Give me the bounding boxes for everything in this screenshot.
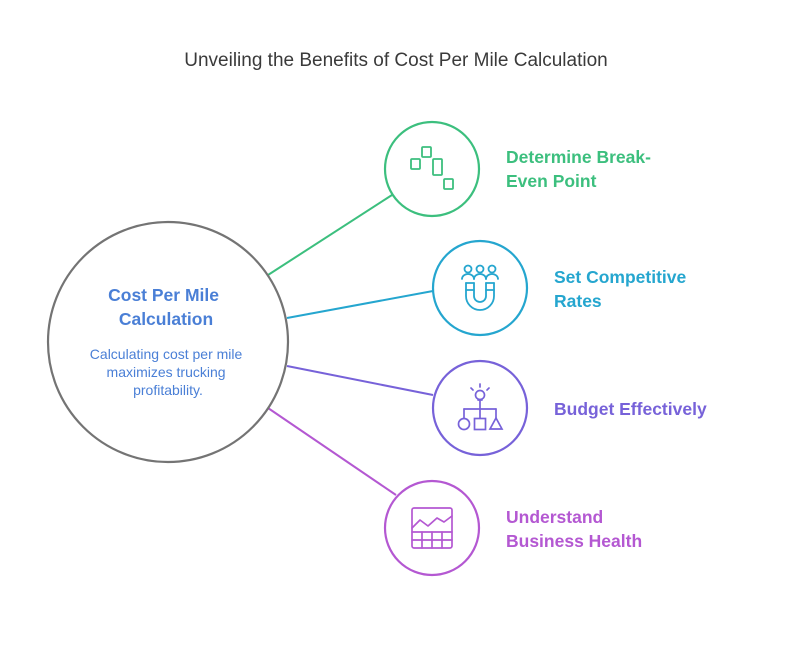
- line-chart-grid-icon: [411, 507, 453, 549]
- item-budget: Budget Effectively: [431, 359, 707, 457]
- item-competitive-rates: Set Competitive Rates: [431, 239, 691, 337]
- connectors: [267, 194, 434, 496]
- item-business-health: Understand Business Health: [383, 479, 642, 577]
- item-label-break-even-line-1: Determine Break-: [506, 147, 651, 167]
- magnet-people-icon: [461, 264, 499, 311]
- center-title: Cost Per Mile Calculation: [108, 285, 224, 329]
- item-circle-business-health: [383, 479, 481, 577]
- center-desc-line-2: maximizes trucking: [107, 364, 226, 380]
- item-circle-break-even: [383, 120, 481, 218]
- item-label-break-even: Determine Break- Even Point: [506, 147, 656, 191]
- diagram-title: Unveiling the Benefits of Cost Per Mile …: [184, 50, 607, 71]
- connector-competitive-rates: [286, 290, 434, 319]
- item-label-break-even-line-2: Even Point: [506, 171, 597, 191]
- candlestick-chart-icon: [410, 146, 454, 190]
- center-desc-line-3: profitability.: [133, 382, 203, 398]
- item-break-even: Determine Break- Even Point: [383, 120, 656, 218]
- item-label-competitive-rates: Set Competitive Rates: [554, 267, 691, 311]
- item-label-business-health-line-2: Business Health: [506, 531, 642, 551]
- item-label-business-health: Understand Business Health: [506, 507, 642, 551]
- center-desc-line-1: Calculating cost per mile: [90, 346, 243, 362]
- item-circle-competitive-rates: [431, 239, 529, 337]
- connector-budget: [286, 365, 434, 396]
- lightbulb-flowchart-icon: [457, 383, 504, 431]
- center-circle: [46, 220, 290, 464]
- item-label-budget: Budget Effectively: [554, 399, 707, 419]
- connector-break-even: [267, 194, 393, 276]
- connector-business-health: [267, 407, 397, 496]
- item-label-competitive-rates-line-2: Rates: [554, 291, 602, 311]
- center-node: Cost Per Mile Calculation Calculating co…: [46, 220, 290, 464]
- center-title-line-1: Cost Per Mile: [108, 285, 219, 305]
- item-label-business-health-line-1: Understand: [506, 507, 603, 527]
- item-label-budget-line-1: Budget Effectively: [554, 399, 707, 419]
- center-title-line-2: Calculation: [119, 309, 213, 329]
- item-label-competitive-rates-line-1: Set Competitive: [554, 267, 687, 287]
- center-description: Calculating cost per mile maximizes truc…: [90, 346, 246, 398]
